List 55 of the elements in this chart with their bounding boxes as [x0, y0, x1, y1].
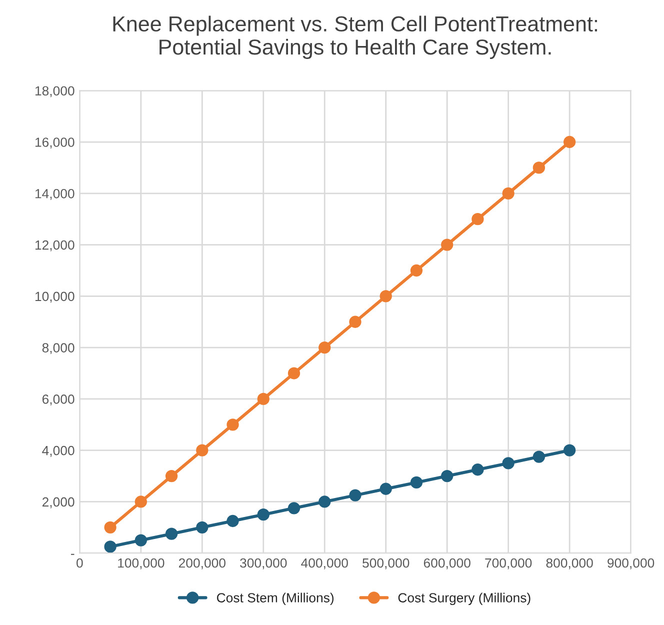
- x-tick-label: 900,000: [608, 558, 654, 570]
- point: [104, 540, 116, 553]
- point: [196, 444, 208, 456]
- point: [563, 444, 576, 456]
- y-tick-label: -: [71, 554, 74, 555]
- chart-title: Knee Replacement vs. Stem Cell PotentTreatment: Potential Savings to Health Care System.: [113, 16, 597, 59]
- point: [134, 534, 147, 546]
- x-tick-label: 100,000: [118, 558, 164, 570]
- point: [318, 341, 331, 354]
- legend-label: Cost Surgery (Millions): [398, 592, 530, 606]
- point: [349, 489, 362, 502]
- y-tick-label: 10,000: [35, 292, 74, 303]
- x-tick-label: 400,000: [301, 558, 348, 570]
- point: [472, 213, 484, 226]
- point: [134, 496, 147, 508]
- x-tick-label: 300,000: [240, 558, 287, 570]
- point: [441, 470, 454, 482]
- point: [410, 264, 423, 277]
- y-tick-label: 4,000: [42, 446, 74, 457]
- x-tick-label: 0: [76, 558, 83, 568]
- x-tick-label: 700,000: [485, 558, 532, 570]
- x-tick-label: 200,000: [178, 558, 226, 570]
- point: [380, 290, 392, 302]
- y-tick-label: 18,000: [35, 86, 74, 98]
- point: [410, 476, 423, 489]
- x-tick-label: 600,000: [424, 558, 470, 570]
- point: [288, 502, 300, 514]
- point: [196, 521, 208, 534]
- y-tick-label: 2,000: [42, 497, 74, 508]
- point: [288, 367, 300, 380]
- point: [532, 450, 546, 463]
- point: [380, 482, 392, 495]
- y-tick-label: 8,000: [42, 343, 74, 354]
- point: [349, 316, 362, 328]
- point: [165, 528, 178, 540]
- point: [318, 496, 331, 508]
- point: [472, 464, 484, 476]
- x-tick-label: 500,000: [362, 558, 410, 570]
- point: [502, 187, 514, 200]
- point: [226, 418, 239, 431]
- point: [532, 162, 546, 174]
- point: [226, 514, 239, 528]
- legend-label: Cost Stem (Millions): [216, 592, 334, 606]
- x-tick-label: 800,000: [546, 558, 593, 570]
- point: [257, 392, 270, 406]
- y-tick-label: 14,000: [35, 188, 74, 200]
- y-tick-label: 6,000: [42, 394, 74, 406]
- y-tick-label: 12,000: [35, 240, 74, 252]
- point: [441, 238, 454, 251]
- point: [257, 508, 270, 521]
- point: [104, 521, 116, 534]
- point: [502, 457, 514, 470]
- point: [165, 470, 178, 482]
- point: [563, 136, 576, 148]
- y-tick-label: 16,000: [35, 138, 74, 148]
